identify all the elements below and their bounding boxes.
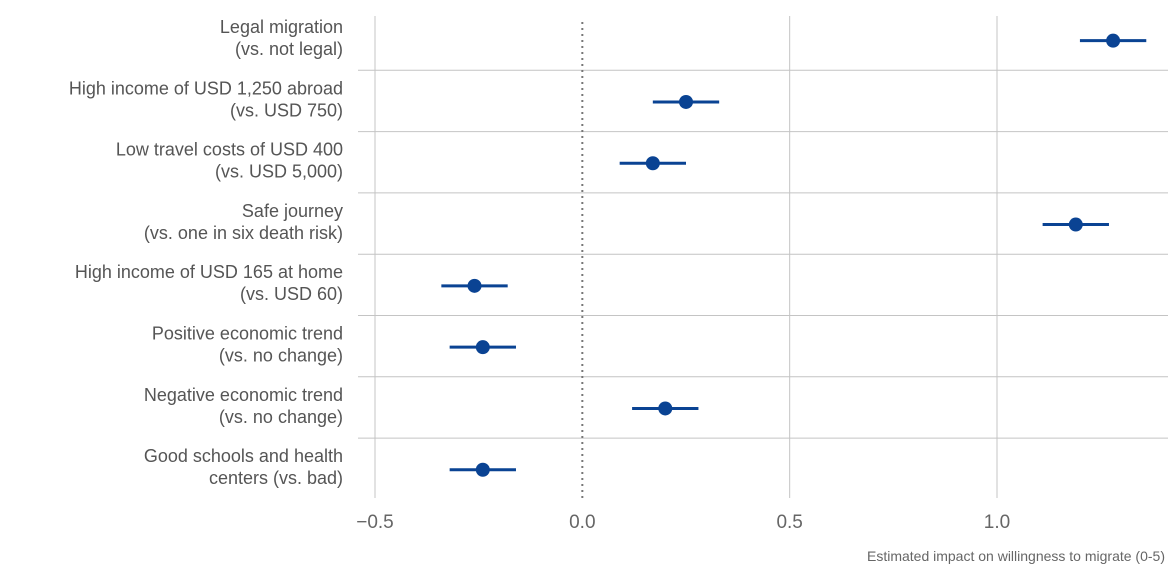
x-tick-label: 1.0	[984, 512, 1010, 533]
grid-layer	[358, 16, 1168, 498]
x-tick-labels: −0.5 0.0 0.5 1.0	[356, 512, 1010, 533]
category-labels: Legal migration(vs. not legal) High incom…	[69, 17, 343, 488]
category-label: Negative economic trend	[144, 385, 343, 405]
category-label: Good schools and health	[144, 446, 343, 466]
estimate-point	[645, 156, 660, 171]
category-label: (vs. one in six death risk)	[144, 223, 343, 243]
estimate-point	[1106, 33, 1121, 48]
category-label: Safe journey	[242, 201, 343, 221]
estimate-point	[467, 278, 482, 293]
category-label: centers (vs. bad)	[209, 468, 343, 488]
estimate-marks	[441, 33, 1147, 477]
category-label: (vs. no change)	[219, 407, 343, 427]
estimate-point	[658, 401, 673, 416]
category-label: Positive economic trend	[152, 324, 343, 344]
category-label: Legal migration	[220, 17, 343, 37]
category-label: (vs. USD 60)	[240, 284, 343, 304]
estimate-point	[475, 462, 490, 477]
category-label: (vs. USD 5,000)	[215, 162, 343, 182]
x-tick-label: −0.5	[356, 512, 394, 533]
category-label: Low travel costs of USD 400	[116, 140, 343, 160]
estimate-point	[475, 340, 490, 355]
category-label: (vs. USD 750)	[230, 100, 343, 120]
estimate-point	[1068, 217, 1083, 232]
category-label: (vs. not legal)	[235, 39, 343, 59]
x-tick-label: 0.0	[569, 512, 595, 533]
x-tick-label: 0.5	[776, 512, 802, 533]
category-label: (vs. no change)	[219, 346, 343, 366]
category-label: High income of USD 165 at home	[75, 262, 343, 282]
x-axis-title: Estimated impact on willingness to migra…	[867, 548, 1165, 564]
category-label: High income of USD 1,250 abroad	[69, 78, 343, 98]
estimate-point	[679, 94, 693, 109]
